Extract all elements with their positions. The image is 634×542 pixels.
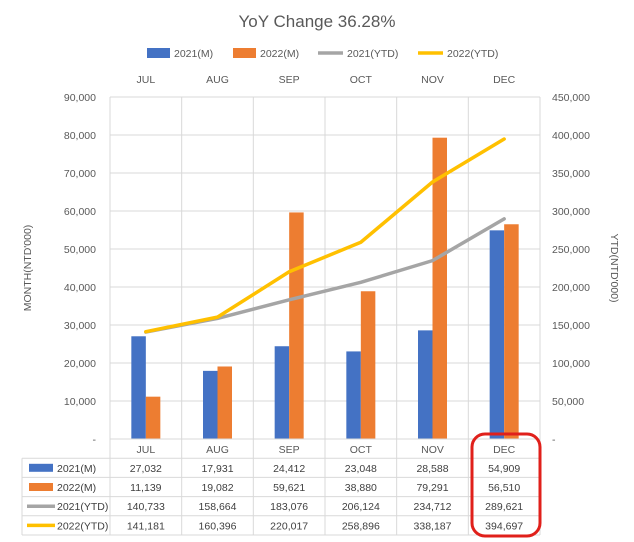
bar-2021m xyxy=(131,336,146,439)
table-row-label: 2021(YTD) xyxy=(57,501,108,513)
table-header-cell: NOV xyxy=(421,444,444,456)
table-value-cell: 24,412 xyxy=(273,463,305,475)
bar-series xyxy=(131,137,519,439)
table-value-cell: 23,048 xyxy=(345,463,377,475)
bar-2022m xyxy=(145,396,161,439)
left-tick-label: 30,000 xyxy=(64,320,96,332)
top-category-label: NOV xyxy=(421,74,444,86)
left-tick-label: 80,000 xyxy=(64,130,96,142)
left-tick-label: - xyxy=(93,434,97,446)
table-legend-key xyxy=(29,463,53,472)
table-value-cell: 258,896 xyxy=(342,520,380,532)
table-value-cell: 160,396 xyxy=(199,520,237,532)
table-row-label: 2022(M) xyxy=(57,482,96,494)
top-category-label: JUL xyxy=(136,74,155,86)
right-tick-label: 250,000 xyxy=(552,244,590,256)
right-tick-label: 350,000 xyxy=(552,168,590,180)
table-row-label: 2022(YTD) xyxy=(57,520,108,532)
gridlines xyxy=(109,96,541,440)
legend-swatch xyxy=(233,48,256,58)
legend-swatch xyxy=(147,48,170,58)
table-value-cell: 54,909 xyxy=(488,463,520,475)
bar-2022m xyxy=(504,224,519,439)
bar-2021m xyxy=(346,351,361,439)
table-header-cell: JUL xyxy=(136,444,155,456)
table-value-cell: 79,291 xyxy=(416,482,448,494)
bar-2022m xyxy=(432,137,447,439)
bar-2021m xyxy=(489,230,505,439)
table-value-cell: 289,621 xyxy=(485,501,523,513)
top-category-label: DEC xyxy=(493,74,516,86)
table-row-label: 2021(M) xyxy=(57,463,96,475)
left-tick-label: 60,000 xyxy=(64,206,96,218)
legend-label: 2022(M) xyxy=(260,48,299,60)
left-tick-label: 90,000 xyxy=(64,92,96,104)
top-category-label: SEP xyxy=(279,74,300,86)
bar-2022m xyxy=(289,212,304,439)
right-tick-label: 450,000 xyxy=(552,92,590,104)
table-value-cell: 234,712 xyxy=(414,501,452,513)
right-tick-label: 300,000 xyxy=(552,206,590,218)
line-series xyxy=(144,137,506,334)
table-value-cell: 183,076 xyxy=(270,501,308,513)
right-tick-label: 50,000 xyxy=(552,396,584,408)
table-value-cell: 38,880 xyxy=(345,482,377,494)
dec-highlight-box xyxy=(470,432,542,538)
table-value-cell: 17,931 xyxy=(201,463,233,475)
table-value-cell: 59,621 xyxy=(273,482,305,494)
table-value-cell: 28,588 xyxy=(416,463,448,475)
legend: 2021(M) 2022(M) 2021(YTD) 2022(YTD) xyxy=(147,48,498,60)
right-axis: - 50,000 100,000 150,000 200,000 250,000 300,0… xyxy=(552,92,590,446)
left-tick-label: 50,000 xyxy=(64,244,96,256)
right-tick-label: - xyxy=(552,434,556,446)
chart-title: YoY Change 36.28% xyxy=(239,12,396,31)
data-table: JUL AUG SEP OCT NOV DEC 2021(M) 27,032 17,931 24,… xyxy=(21,438,541,536)
table-value-cell: 206,124 xyxy=(342,501,380,513)
right-tick-label: 200,000 xyxy=(552,282,590,294)
table-header-cell: DEC xyxy=(493,444,516,456)
top-category-label: OCT xyxy=(350,74,373,86)
table-value-cell: 27,032 xyxy=(130,463,162,475)
left-axis-title: MONTH(NTD'000) xyxy=(22,225,34,312)
right-tick-label: 150,000 xyxy=(552,320,590,332)
top-category-labels: JUL AUG SEP OCT NOV DEC xyxy=(136,74,515,86)
bar-2022m xyxy=(217,366,232,439)
bar-2021m xyxy=(274,346,290,439)
table-value-cell: 338,187 xyxy=(414,520,452,532)
table-value-cell: 56,510 xyxy=(488,482,520,494)
table-value-cell: 220,017 xyxy=(270,520,308,532)
table-header-cell: OCT xyxy=(350,444,373,456)
table-value-cell: 394,697 xyxy=(485,520,523,532)
legend-label: 2021(YTD) xyxy=(347,48,398,60)
line-2022ytd xyxy=(144,137,506,334)
table-header-cell: SEP xyxy=(279,444,300,456)
left-tick-label: 40,000 xyxy=(64,282,96,294)
legend-label: 2022(YTD) xyxy=(447,48,498,60)
right-axis-title: YTD(NTD'000) xyxy=(608,233,620,302)
left-tick-label: 20,000 xyxy=(64,358,96,370)
top-category-label: AUG xyxy=(206,74,229,86)
bar-2021m xyxy=(418,330,433,439)
bar-2022m xyxy=(360,291,376,439)
table-value-cell: 19,082 xyxy=(201,482,233,494)
table-value-cell: 158,664 xyxy=(199,501,237,513)
left-axis: - 10,000 20,000 30,000 40,000 50,000 60,000 70,… xyxy=(64,92,97,446)
right-tick-label: 100,000 xyxy=(552,358,590,370)
left-tick-label: 70,000 xyxy=(64,168,96,180)
table-header-cell: AUG xyxy=(206,444,229,456)
bar-2021m xyxy=(203,370,218,439)
left-tick-label: 10,000 xyxy=(64,396,96,408)
table-value-cell: 140,733 xyxy=(127,501,165,513)
table-value-cell: 141,181 xyxy=(127,520,165,532)
legend-label: 2021(M) xyxy=(174,48,213,60)
right-tick-label: 400,000 xyxy=(552,130,590,142)
table-value-cell: 11,139 xyxy=(130,482,161,494)
table-legend-key xyxy=(29,483,53,491)
